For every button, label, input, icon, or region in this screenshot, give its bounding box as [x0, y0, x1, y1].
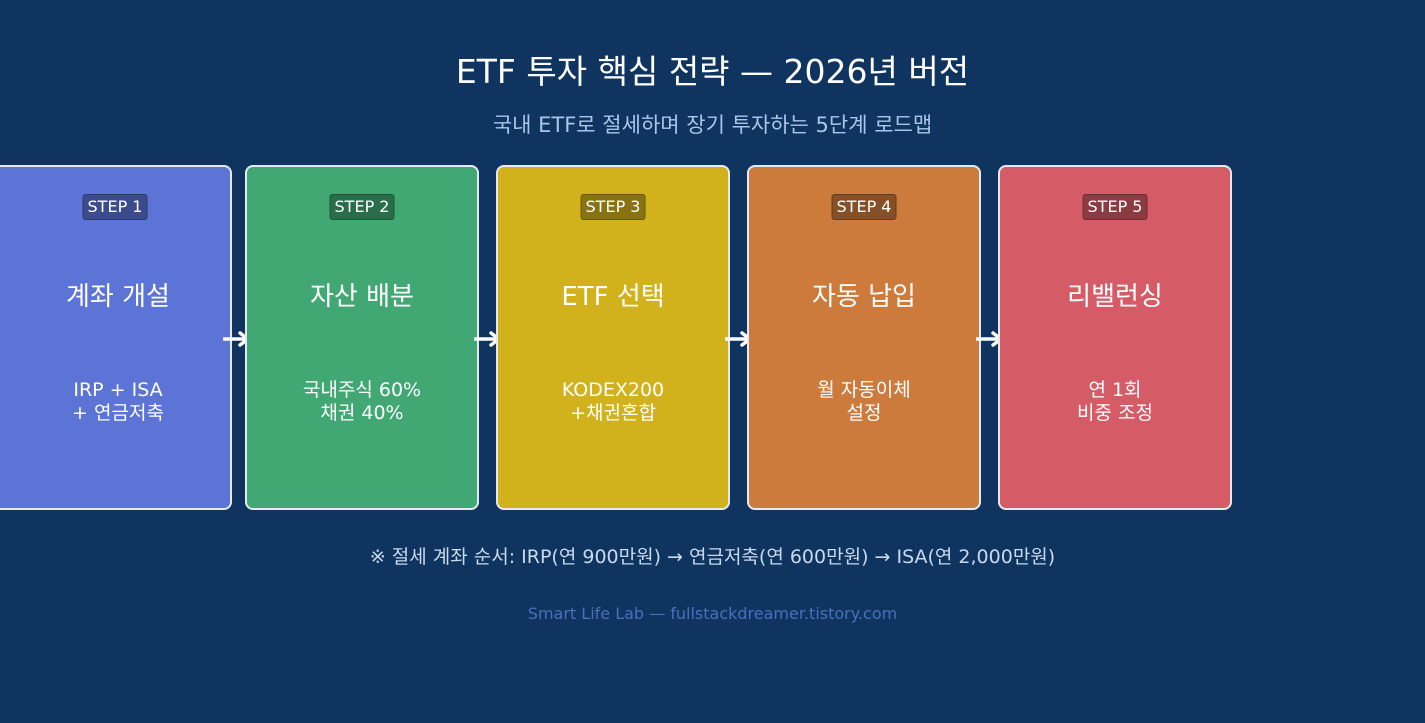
source-credit: Smart Life Lab — fullstackdreamer.tistor… — [527, 604, 898, 623]
step-description-line: +채권혼합 — [570, 402, 656, 424]
tax-account-order-note: ※ 절세 계좌 순서: IRP(연 900만원) → 연금저축(연 600만원)… — [369, 546, 1056, 568]
step-card-5: STEP 5 리밸런싱 연 1회 비중 조정 — [998, 165, 1232, 510]
step-title: 계좌 개설 — [66, 282, 170, 312]
step-description-line: 월 자동이체 — [817, 379, 911, 401]
step-title: ETF 선택 — [561, 282, 665, 312]
step-description-line: 채권 40% — [320, 402, 404, 424]
page-subtitle: 국내 ETF로 절세하며 장기 투자하는 5단계 로드맵 — [492, 113, 933, 137]
step-description: 월 자동이체 설정 — [749, 379, 979, 425]
page-title: ETF 투자 핵심 전략 — 2026년 버전 — [455, 52, 970, 91]
step-card-1: STEP 1 계좌 개설 IRP + ISA + 연금저축 — [0, 165, 232, 510]
step-description-line: 국내주식 60% — [302, 379, 422, 401]
step-description: 국내주식 60% 채권 40% — [247, 379, 477, 425]
step-description-line: 비중 조정 — [1077, 402, 1153, 424]
step-badge: STEP 5 — [1082, 194, 1148, 220]
step-title: 자동 납입 — [812, 282, 916, 312]
step-badge: STEP 2 — [329, 194, 395, 220]
step-badge: STEP 3 — [580, 194, 646, 220]
step-description-line: IRP + ISA — [73, 379, 163, 401]
step-description-line: 연 1회 — [1088, 379, 1142, 401]
step-description: IRP + ISA + 연금저축 — [2, 379, 234, 425]
step-description-line: + 연금저축 — [72, 402, 164, 424]
step-description: KODEX200 +채권혼합 — [498, 379, 728, 425]
step-badge: STEP 1 — [82, 194, 148, 220]
step-badge: STEP 4 — [831, 194, 897, 220]
step-card-3: STEP 3 ETF 선택 KODEX200 +채권혼합 — [496, 165, 730, 510]
step-card-4: STEP 4 자동 납입 월 자동이체 설정 — [747, 165, 981, 510]
step-description-line: 설정 — [846, 402, 882, 424]
step-title: 리밸런싱 — [1067, 282, 1163, 312]
step-card-2: STEP 2 자산 배분 국내주식 60% 채권 40% — [245, 165, 479, 510]
step-description-line: KODEX200 — [561, 379, 665, 401]
step-description: 연 1회 비중 조정 — [1000, 379, 1230, 425]
step-title: 자산 배분 — [310, 282, 414, 312]
